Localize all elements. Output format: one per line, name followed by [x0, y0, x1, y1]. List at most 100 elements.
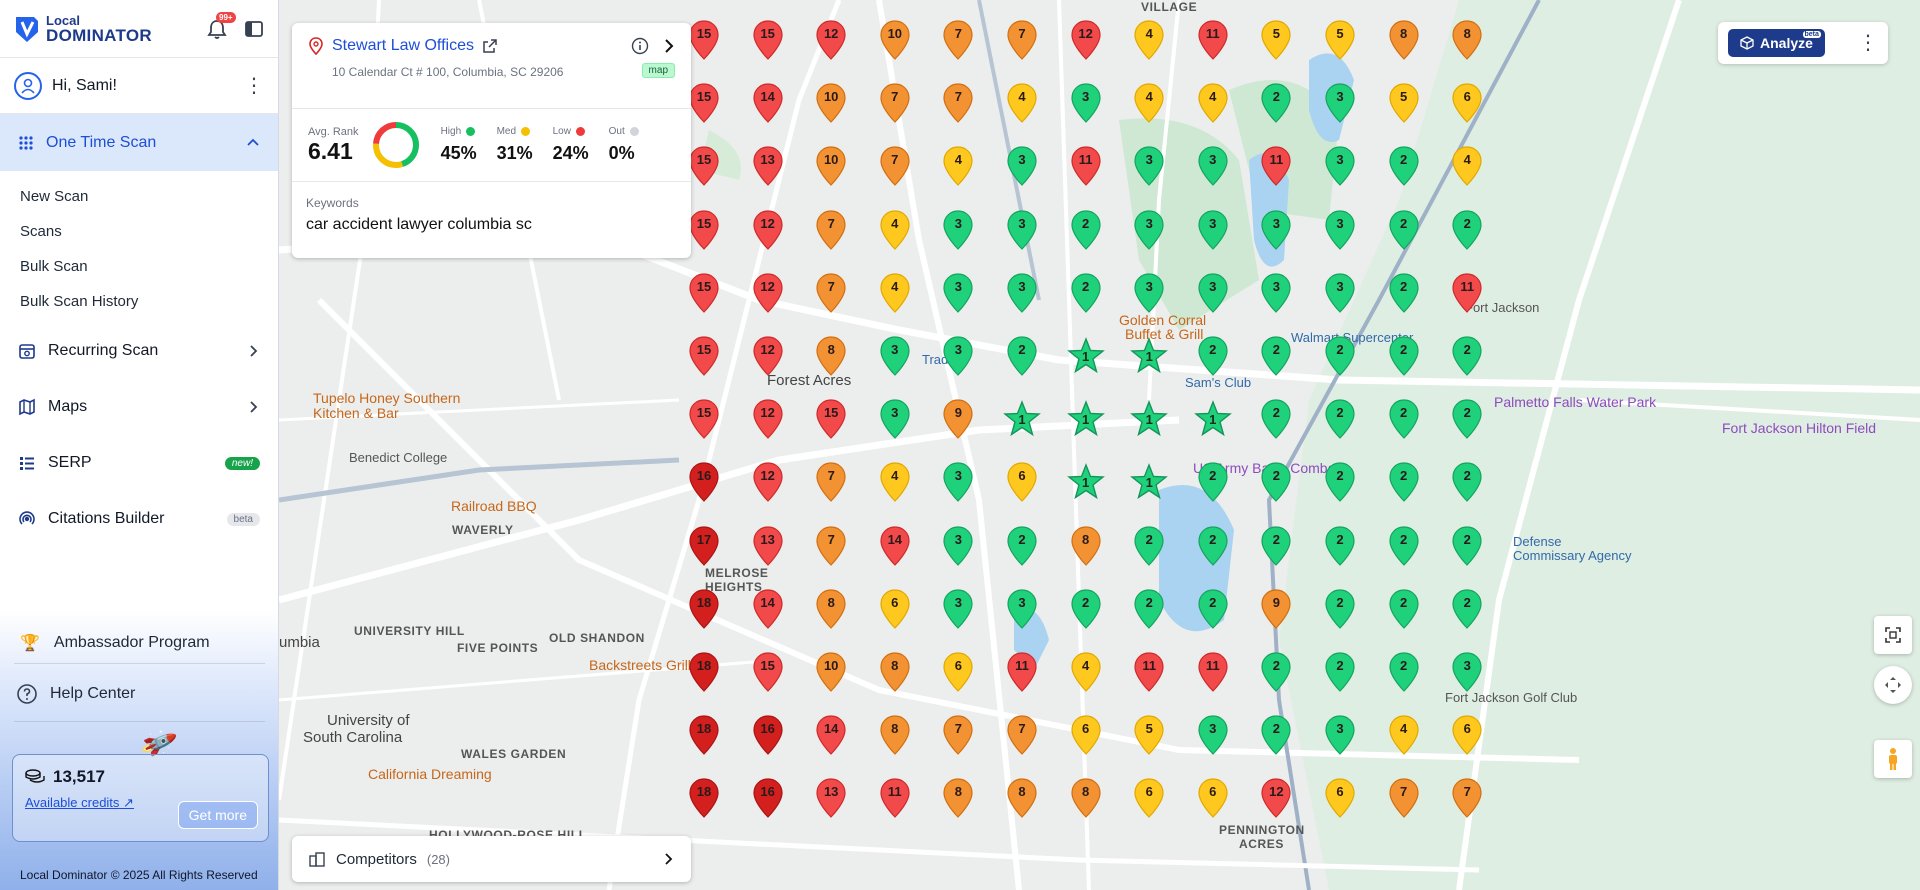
street-view-button[interactable]	[1874, 740, 1912, 778]
rank-pin-marker[interactable]: 5	[1134, 715, 1164, 756]
rank-pin-marker[interactable]: 2	[1070, 209, 1101, 250]
rank-pin-marker[interactable]: 2	[1134, 589, 1164, 629]
rank-pin-marker[interactable]: 3	[1198, 146, 1228, 187]
rank-pin-marker[interactable]: 3	[1007, 273, 1037, 313]
rank-pin-marker[interactable]: 4	[1007, 83, 1037, 124]
rank-pin-marker[interactable]: 7	[816, 209, 846, 250]
rank-pin-marker[interactable]: 5	[1261, 20, 1291, 60]
rank-pin-marker[interactable]: 15	[752, 20, 783, 60]
rank-pin-marker[interactable]: 11	[1198, 20, 1228, 60]
rank-pin-marker[interactable]: 8	[1070, 525, 1101, 566]
rank-pin-marker[interactable]: 3	[880, 336, 910, 376]
rank-pin-marker[interactable]: 12	[752, 399, 783, 440]
rank-pin-marker[interactable]: 7	[943, 715, 973, 756]
rank-pin-marker[interactable]: 15	[689, 146, 719, 187]
help-center-link[interactable]: Help Center	[14, 666, 265, 722]
rank-pin-marker[interactable]: 2	[1325, 336, 1355, 376]
rank-pin-marker[interactable]: 6	[1325, 778, 1355, 819]
subitem-bulk-scan[interactable]: Bulk Scan	[20, 258, 88, 275]
rank-pin-marker[interactable]: 15	[752, 652, 783, 692]
rank-star-marker[interactable]: 1	[1003, 400, 1041, 438]
rank-pin-marker[interactable]: 16	[689, 462, 719, 503]
rank-pin-marker[interactable]: 14	[752, 83, 783, 124]
rank-pin-marker[interactable]: 3	[1452, 652, 1482, 692]
user-kebab-menu-icon[interactable]: ⋮	[244, 74, 264, 97]
rank-pin-marker[interactable]: 11	[1134, 652, 1164, 692]
rank-pin-marker[interactable]: 2	[1261, 83, 1291, 124]
rank-pin-marker[interactable]: 3	[1325, 273, 1355, 313]
rank-pin-marker[interactable]: 2	[1325, 652, 1355, 692]
rank-pin-marker[interactable]: 9	[943, 399, 973, 440]
nav-serp[interactable]: SERP new!	[0, 435, 278, 491]
rank-pin-marker[interactable]: 2	[1388, 399, 1419, 440]
subitem-bulk-scan-history[interactable]: Bulk Scan History	[20, 293, 139, 310]
rank-pin-marker[interactable]: 3	[1007, 146, 1037, 187]
info-icon[interactable]	[631, 37, 649, 55]
rank-pin-marker[interactable]: 2	[1261, 715, 1291, 756]
rank-pin-marker[interactable]: 14	[816, 715, 846, 756]
rank-pin-marker[interactable]: 11	[1070, 146, 1101, 187]
rank-pin-marker[interactable]: 12	[752, 462, 783, 503]
rank-pin-marker[interactable]: 2	[1452, 336, 1482, 376]
rank-pin-marker[interactable]: 15	[689, 336, 719, 376]
rank-pin-marker[interactable]: 5	[1325, 20, 1355, 60]
rank-star-marker[interactable]: 1	[1130, 400, 1169, 438]
rank-star-marker[interactable]: 1	[1193, 400, 1232, 438]
rank-star-marker[interactable]: 1	[1130, 337, 1169, 375]
rank-pin-marker[interactable]: 11	[1007, 652, 1037, 692]
rank-pin-marker[interactable]: 3	[880, 399, 910, 440]
rank-pin-marker[interactable]: 2	[1388, 462, 1419, 503]
rank-pin-marker[interactable]: 3	[1261, 273, 1291, 313]
rank-pin-marker[interactable]: 6	[880, 589, 910, 629]
rank-pin-marker[interactable]: 11	[1452, 273, 1482, 313]
rank-pin-marker[interactable]: 4	[1134, 20, 1164, 60]
rank-pin-marker[interactable]: 10	[816, 652, 846, 692]
rank-pin-marker[interactable]: 2	[1388, 336, 1419, 376]
rank-pin-marker[interactable]: 2	[1325, 525, 1355, 566]
rank-pin-marker[interactable]: 4	[880, 462, 910, 503]
rank-pin-marker[interactable]: 2	[1388, 525, 1419, 566]
subitem-scans[interactable]: Scans	[20, 223, 62, 240]
available-credits-link[interactable]: Available credits ↗	[25, 795, 256, 811]
rank-pin-marker[interactable]: 6	[1452, 83, 1482, 124]
rank-pin-marker[interactable]: 15	[689, 20, 719, 60]
rank-pin-marker[interactable]: 9	[1261, 589, 1291, 629]
rank-pin-marker[interactable]: 15	[816, 399, 846, 440]
rank-pin-marker[interactable]: 7	[1007, 20, 1037, 60]
user-menu[interactable]: Hi, Sami! ⋮	[0, 58, 278, 114]
rank-pin-marker[interactable]: 2	[1452, 525, 1482, 566]
rank-pin-marker[interactable]: 6	[943, 652, 973, 692]
rank-pin-marker[interactable]: 2	[1388, 589, 1419, 629]
rank-star-marker[interactable]: 1	[1066, 337, 1105, 375]
analyze-button[interactable]: Analyze beta	[1728, 29, 1825, 57]
rank-pin-marker[interactable]: 2	[1198, 525, 1228, 566]
rank-pin-marker[interactable]: 13	[752, 146, 783, 187]
rank-pin-marker[interactable]: 8	[1452, 20, 1482, 60]
rank-pin-marker[interactable]: 15	[689, 83, 719, 124]
rank-pin-marker[interactable]: 12	[1070, 20, 1101, 60]
rank-star-marker[interactable]: 1	[1066, 400, 1105, 438]
rank-pin-marker[interactable]: 15	[689, 399, 719, 440]
rank-pin-marker[interactable]: 3	[1070, 83, 1101, 124]
rank-pin-marker[interactable]: 2	[1261, 399, 1291, 440]
rank-pin-marker[interactable]: 2	[1070, 589, 1101, 629]
rank-pin-marker[interactable]: 4	[1388, 715, 1419, 756]
rank-pin-marker[interactable]: 12	[752, 336, 783, 376]
nav-citations-builder[interactable]: Citations Builder beta	[0, 491, 278, 547]
rank-pin-marker[interactable]: 2	[1007, 336, 1037, 376]
rank-pin-marker[interactable]: 8	[1388, 20, 1419, 60]
rank-pin-marker[interactable]: 8	[1007, 778, 1037, 819]
rank-pin-marker[interactable]: 4	[880, 209, 910, 250]
rank-pin-marker[interactable]: 2	[1388, 652, 1419, 692]
rank-pin-marker[interactable]: 3	[1325, 146, 1355, 187]
rank-star-marker[interactable]: 1	[1130, 463, 1169, 501]
rank-pin-marker[interactable]: 8	[816, 589, 846, 629]
rank-pin-marker[interactable]: 3	[943, 589, 973, 629]
rank-pin-marker[interactable]: 2	[1325, 589, 1355, 629]
rank-pin-marker[interactable]: 7	[1388, 778, 1419, 819]
rank-pin-marker[interactable]: 7	[816, 525, 846, 566]
rank-pin-marker[interactable]: 3	[1325, 209, 1355, 250]
subitem-new-scan[interactable]: New Scan	[20, 188, 89, 205]
nav-recurring-scan[interactable]: Recurring Scan	[0, 323, 278, 379]
rank-pin-marker[interactable]: 3	[1134, 146, 1164, 187]
